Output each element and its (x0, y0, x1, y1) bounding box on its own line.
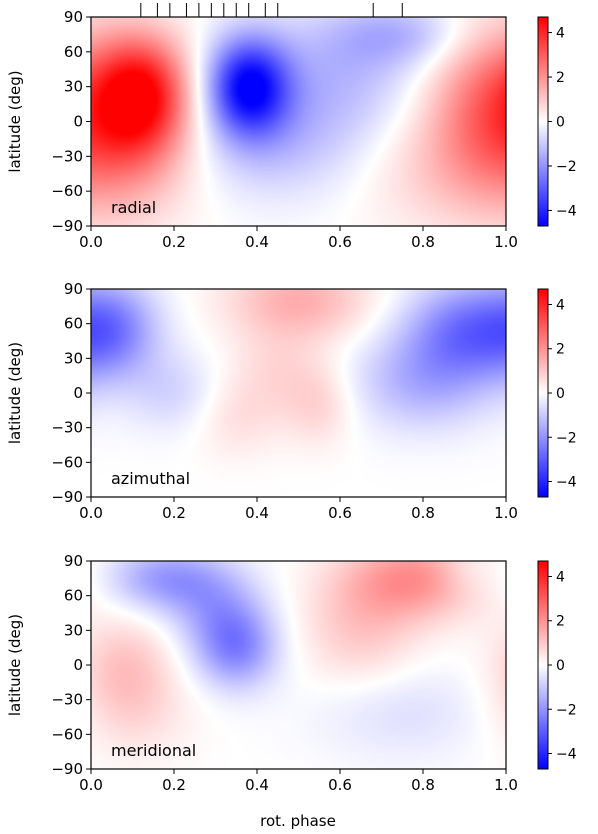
x-tick-label: 0.6 (328, 504, 352, 522)
colorbar-tick-label: 4 (556, 26, 565, 42)
colorbar-tick-label: −4 (556, 203, 577, 219)
x-tick-label: 1.0 (494, 233, 518, 251)
panel-label: meridional (111, 741, 196, 760)
colorbar-tick-label: −4 (556, 475, 577, 491)
y-tick-label: 0 (73, 656, 83, 674)
y-tick-label: 90 (64, 8, 83, 26)
x-tick-label: 0.0 (79, 233, 103, 251)
x-tick-label: 0.0 (79, 504, 103, 522)
x-axis-label: rot. phase (260, 812, 336, 830)
y-tick-label: 30 (64, 78, 83, 96)
x-tick-label: 0.2 (162, 776, 186, 794)
y-tick-label: 0 (73, 384, 83, 402)
colorbar-tick-label: 4 (556, 297, 565, 313)
y-tick-label: −30 (51, 147, 83, 165)
x-tick-label: 0.6 (328, 776, 352, 794)
x-tick-label: 1.0 (494, 504, 518, 522)
y-tick-label: −60 (51, 725, 83, 743)
y-tick-label: −90 (51, 760, 83, 778)
y-tick-label: 60 (64, 587, 83, 605)
y-tick-label: −30 (51, 691, 83, 709)
panel-label: azimuthal (111, 469, 190, 488)
x-tick-label: 0.6 (328, 233, 352, 251)
x-tick-label: 0.4 (245, 776, 269, 794)
y-tick-label: 60 (64, 315, 83, 333)
panel-label: radial (111, 198, 156, 217)
y-axis-label: latitude (deg) (6, 70, 24, 172)
colorbar (537, 16, 549, 227)
y-tick-label: −90 (51, 217, 83, 235)
x-tick-label: 0.0 (79, 776, 103, 794)
y-tick-label: −90 (51, 488, 83, 506)
colorbar-tick-label: −4 (556, 747, 577, 763)
y-tick-label: 0 (73, 113, 83, 131)
colorbar-tick-label: −2 (556, 702, 577, 718)
x-tick-label: 0.8 (411, 504, 435, 522)
colorbar-tick-label: 0 (556, 658, 565, 674)
y-axis-label: latitude (deg) (6, 614, 24, 716)
heatmap-radial (91, 17, 506, 226)
colorbar-tick-label: 0 (556, 386, 565, 402)
colorbar-tick-label: 2 (556, 342, 565, 358)
heatmap-azimuthal (91, 289, 506, 497)
y-tick-label: −30 (51, 419, 83, 437)
y-axis-label: latitude (deg) (6, 342, 24, 444)
colorbar-tick-label: 0 (556, 115, 565, 131)
x-tick-label: 0.4 (245, 233, 269, 251)
y-tick-label: 30 (64, 621, 83, 639)
colorbar-tick-label: 2 (556, 70, 565, 86)
y-tick-label: 90 (64, 280, 83, 298)
y-tick-label: −60 (51, 182, 83, 200)
y-tick-label: 90 (64, 552, 83, 570)
colorbar-tick-label: 2 (556, 614, 565, 630)
colorbar-tick-label: 4 (556, 569, 565, 585)
y-tick-label: 30 (64, 349, 83, 367)
colorbar (537, 288, 549, 498)
x-tick-label: 0.4 (245, 504, 269, 522)
x-tick-label: 0.2 (162, 233, 186, 251)
colorbar-tick-label: −2 (556, 430, 577, 446)
x-tick-label: 0.8 (411, 776, 435, 794)
y-tick-label: −60 (51, 453, 83, 471)
heatmap-meridional (91, 561, 506, 769)
colorbar (537, 560, 549, 770)
x-tick-label: 1.0 (494, 776, 518, 794)
colorbar-tick-label: −2 (556, 159, 577, 175)
y-tick-label: 60 (64, 43, 83, 61)
x-tick-label: 0.8 (411, 233, 435, 251)
x-tick-label: 0.2 (162, 504, 186, 522)
